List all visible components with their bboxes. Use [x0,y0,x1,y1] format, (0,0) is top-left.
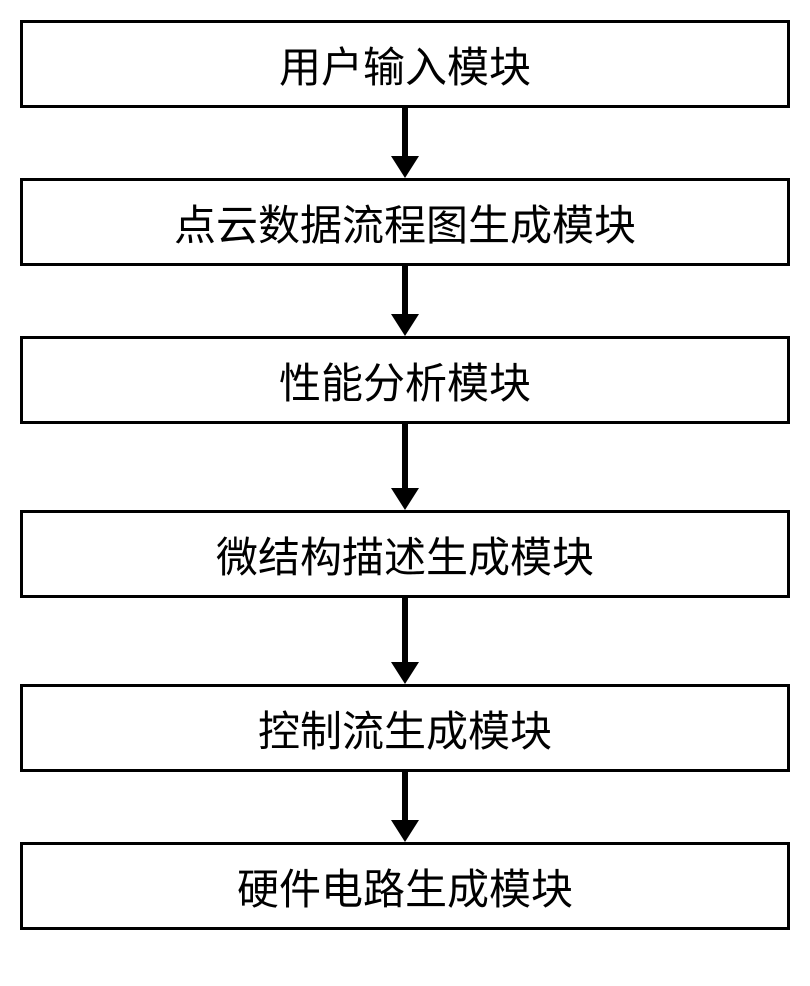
flowchart-node-n3: 性能分析模块 [20,336,790,424]
flowchart-node-n5: 控制流生成模块 [20,684,790,772]
flowchart-node-n4: 微结构描述生成模块 [20,510,790,598]
flowchart-arrow [391,424,419,510]
arrow-line [402,772,408,820]
flowchart-arrow [391,108,419,178]
flowchart-node-label: 性能分析模块 [279,350,531,411]
flowchart-node-label: 用户输入模块 [279,34,531,95]
arrow-line [402,598,408,662]
flowchart-node-n2: 点云数据流程图生成模块 [20,178,790,266]
flowchart-container: 用户输入模块点云数据流程图生成模块性能分析模块微结构描述生成模块控制流生成模块硬… [20,20,790,930]
flowchart-node-label: 微结构描述生成模块 [216,524,594,585]
flowchart-node-n6: 硬件电路生成模块 [20,842,790,930]
arrow-line [402,424,408,488]
flowchart-node-label: 硬件电路生成模块 [237,856,573,917]
arrow-head-icon [391,488,419,510]
flowchart-node-label: 控制流生成模块 [258,698,552,759]
arrow-head-icon [391,156,419,178]
arrow-head-icon [391,820,419,842]
flowchart-node-label: 点云数据流程图生成模块 [174,192,636,253]
arrow-head-icon [391,662,419,684]
flowchart-arrow [391,772,419,842]
arrow-line [402,266,408,314]
arrow-head-icon [391,314,419,336]
arrow-line [402,108,408,156]
flowchart-node-n1: 用户输入模块 [20,20,790,108]
flowchart-arrow [391,598,419,684]
flowchart-arrow [391,266,419,336]
